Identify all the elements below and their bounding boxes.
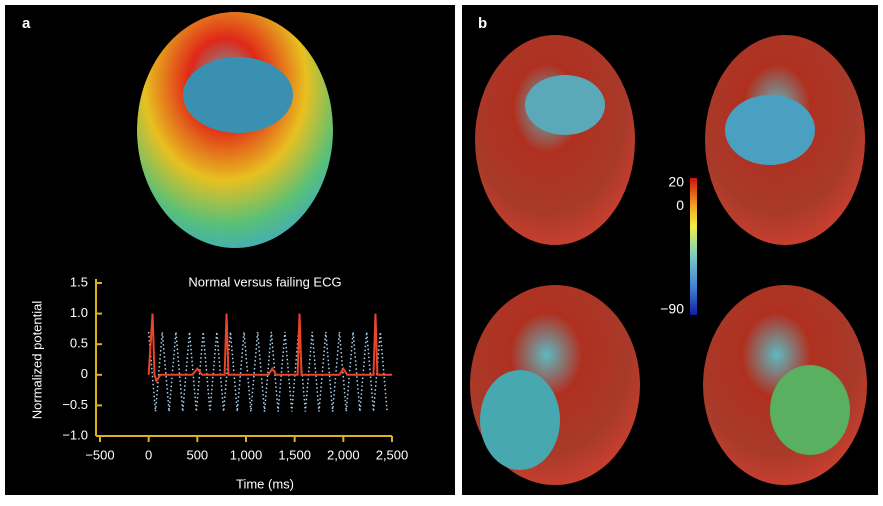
x-tick-label: 0	[145, 447, 152, 462]
y-tick-label: −1.0	[62, 427, 88, 442]
x-tick-label: 2,000	[327, 447, 360, 462]
colorbar-label: −90	[660, 301, 684, 317]
chart-title: Normal versus failing ECG	[188, 274, 341, 289]
panel-label: a	[22, 15, 31, 32]
x-axis-title: Time (ms)	[236, 476, 294, 491]
figure: a b Normal versus failing ECG Time (ms) …	[0, 0, 883, 501]
colorbar-label: 20	[668, 174, 684, 190]
x-tick-label: 1,500	[278, 447, 311, 462]
panel-label: b	[478, 15, 487, 32]
heart-cavity	[183, 57, 293, 133]
x-tick-label: 1,000	[230, 447, 263, 462]
colorbar-label: 0	[676, 197, 684, 213]
y-tick-label: 1.5	[70, 274, 88, 289]
y-tick-label: 0	[81, 366, 88, 381]
y-tick-label: 1.0	[70, 305, 88, 320]
colorbar	[690, 178, 697, 315]
y-axis-title: Normalized potential	[29, 301, 44, 420]
x-tick-label: −500	[85, 447, 114, 462]
y-tick-label: −0.5	[62, 397, 88, 412]
x-tick-label: 500	[186, 447, 208, 462]
y-tick-label: 0.5	[70, 336, 88, 351]
x-tick-label: 2,500	[376, 447, 409, 462]
